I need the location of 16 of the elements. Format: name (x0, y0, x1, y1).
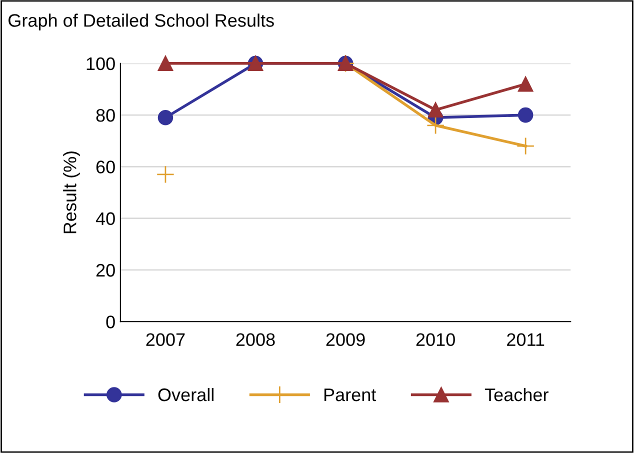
y-tick-label: 80 (96, 108, 115, 122)
y-tick-label: 40 (96, 212, 115, 226)
legend-label: Overall (158, 388, 214, 402)
legend-label: Teacher (484, 388, 548, 402)
x-tick-label: 2010 (416, 333, 455, 346)
y-tick-label: 60 (96, 160, 115, 174)
y-tick-label: 20 (96, 264, 115, 277)
x-tick-label: 2011 (507, 333, 544, 346)
y-tick-label: 100 (86, 57, 115, 70)
x-tick-label: 2008 (236, 333, 275, 346)
chart-title: Graph of Detailed School Results (8, 14, 274, 30)
x-tick-label: 2009 (326, 333, 365, 346)
x-tick-label: 2007 (146, 333, 185, 346)
y-tick-label: 0 (106, 316, 115, 328)
legend-label: Parent (324, 388, 376, 402)
y-axis-title: Result (%) (63, 152, 80, 234)
